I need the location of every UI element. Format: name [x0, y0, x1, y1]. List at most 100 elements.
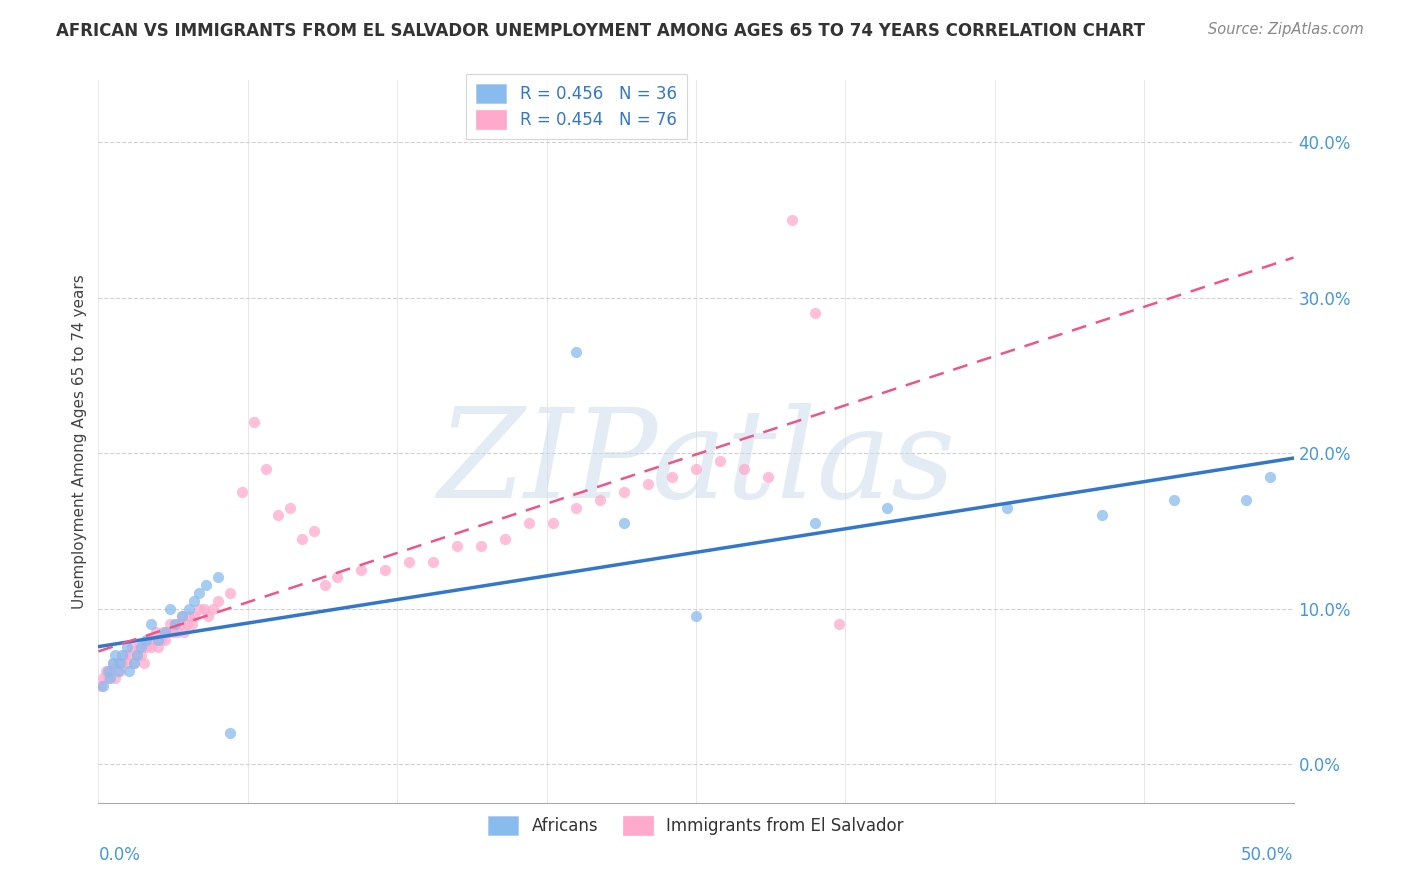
Point — [124, 656, 146, 670]
Point — [142, 632, 165, 647]
Text: 50.0%: 50.0% — [1241, 847, 1294, 864]
Point — [804, 306, 827, 320]
Point — [219, 586, 242, 600]
Text: 0.0%: 0.0% — [98, 847, 141, 864]
Point — [118, 648, 141, 663]
Point — [114, 648, 136, 663]
Point — [179, 601, 201, 615]
Point — [135, 640, 157, 655]
Point — [565, 345, 588, 359]
Point — [267, 508, 290, 523]
Point — [90, 679, 112, 693]
Point — [179, 609, 201, 624]
Point — [374, 563, 396, 577]
Point — [995, 500, 1018, 515]
Point — [166, 624, 188, 639]
Point — [780, 213, 803, 227]
Point — [139, 617, 162, 632]
Point — [176, 617, 198, 632]
Point — [1258, 469, 1281, 483]
Legend: Africans, Immigrants from El Salvador: Africans, Immigrants from El Salvador — [478, 805, 914, 845]
Point — [709, 454, 731, 468]
Point — [315, 578, 337, 592]
Point — [163, 617, 186, 632]
Point — [148, 640, 170, 655]
Point — [219, 726, 242, 740]
Point — [152, 624, 174, 639]
Point — [1163, 492, 1185, 507]
Point — [193, 601, 215, 615]
Point — [828, 617, 851, 632]
Point — [111, 648, 134, 663]
Point — [108, 656, 131, 670]
Point — [172, 609, 194, 624]
Point — [131, 648, 153, 663]
Point — [172, 609, 194, 624]
Point — [121, 640, 143, 655]
Point — [128, 640, 150, 655]
Point — [115, 656, 138, 670]
Point — [125, 648, 148, 663]
Point — [125, 648, 148, 663]
Point — [149, 632, 172, 647]
Point — [107, 664, 129, 678]
Point — [124, 656, 146, 670]
Point — [101, 656, 124, 670]
Point — [111, 656, 134, 670]
Point — [565, 500, 588, 515]
Y-axis label: Unemployment Among Ages 65 to 74 years: Unemployment Among Ages 65 to 74 years — [72, 274, 87, 609]
Point — [183, 594, 205, 608]
Point — [876, 500, 898, 515]
Point — [195, 578, 218, 592]
Point — [804, 516, 827, 530]
Point — [97, 664, 120, 678]
Point — [613, 485, 636, 500]
Point — [202, 601, 225, 615]
Point — [1091, 508, 1114, 523]
Point — [613, 516, 636, 530]
Point — [207, 570, 229, 584]
Point — [183, 609, 205, 624]
Point — [118, 664, 141, 678]
Point — [155, 632, 177, 647]
Point — [231, 485, 253, 500]
Point — [350, 563, 373, 577]
Text: AFRICAN VS IMMIGRANTS FROM EL SALVADOR UNEMPLOYMENT AMONG AGES 65 TO 74 YEARS CO: AFRICAN VS IMMIGRANTS FROM EL SALVADOR U… — [56, 22, 1146, 40]
Point — [446, 540, 468, 554]
Point — [180, 617, 202, 632]
Point — [132, 656, 155, 670]
Point — [207, 594, 229, 608]
Point — [685, 461, 707, 475]
Point — [97, 672, 120, 686]
Point — [98, 664, 122, 678]
Point — [98, 672, 122, 686]
Point — [91, 679, 114, 693]
Point — [470, 540, 492, 554]
Point — [159, 617, 181, 632]
Point — [107, 656, 129, 670]
Point — [278, 500, 301, 515]
Point — [254, 461, 277, 475]
Point — [1234, 492, 1257, 507]
Point — [145, 624, 167, 639]
Point — [756, 469, 779, 483]
Point — [589, 492, 612, 507]
Point — [159, 601, 181, 615]
Point — [494, 532, 516, 546]
Point — [637, 477, 659, 491]
Point — [91, 672, 114, 686]
Point — [163, 617, 186, 632]
Point — [104, 648, 127, 663]
Point — [661, 469, 683, 483]
Text: Source: ZipAtlas.com: Source: ZipAtlas.com — [1208, 22, 1364, 37]
Point — [302, 524, 325, 538]
Point — [243, 415, 266, 429]
Point — [138, 632, 160, 647]
Point — [162, 624, 184, 639]
Point — [685, 609, 707, 624]
Point — [104, 672, 127, 686]
Point — [131, 640, 153, 655]
Point — [187, 586, 209, 600]
Point — [422, 555, 444, 569]
Point — [169, 617, 191, 632]
